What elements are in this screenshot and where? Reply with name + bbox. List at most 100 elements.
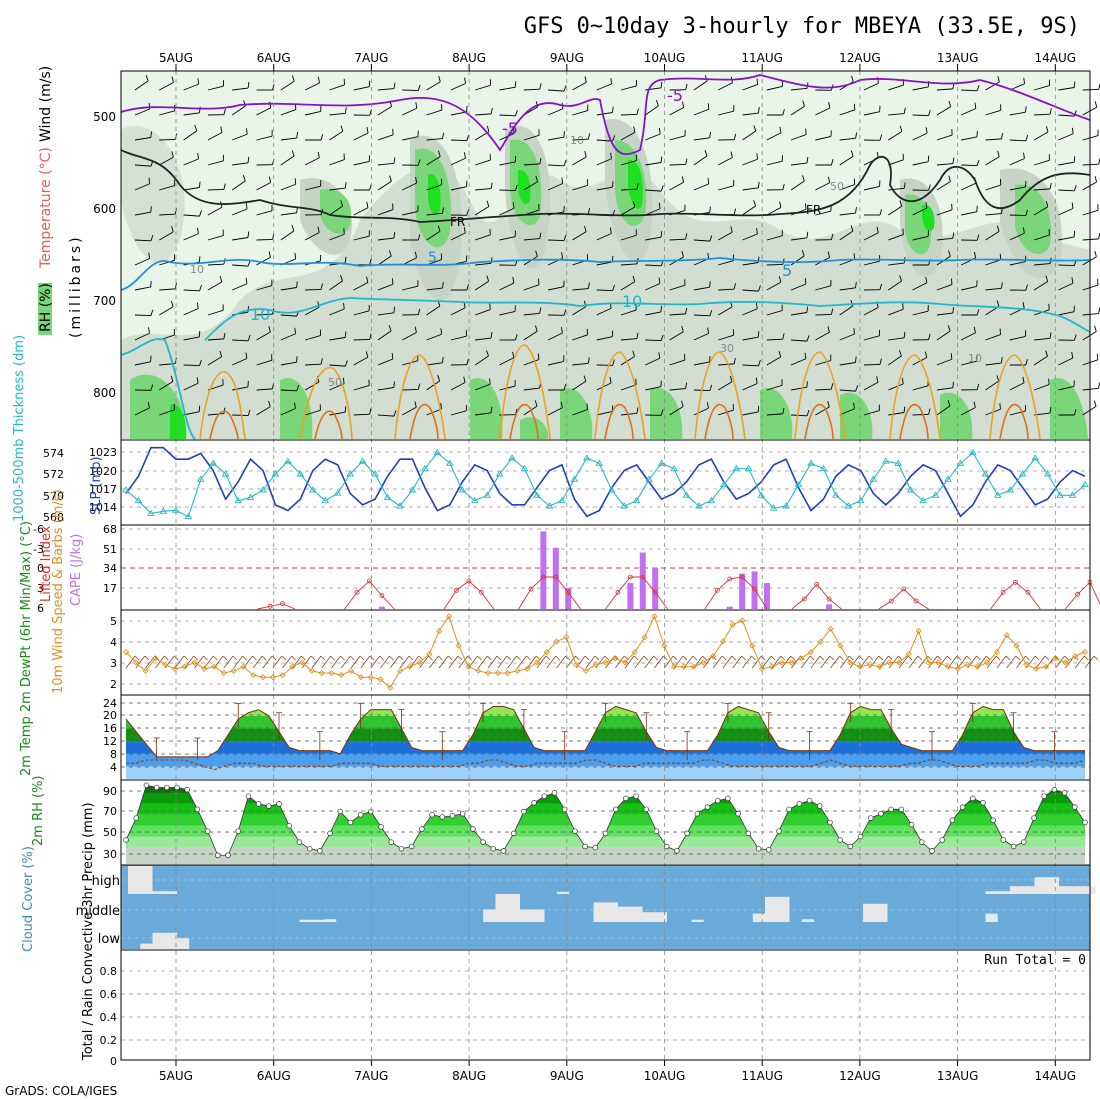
surface-wind-barb-flag — [1025, 655, 1030, 661]
wind-barb — [863, 335, 880, 341]
wind-barb — [1082, 238, 1099, 241]
wind-barb — [596, 307, 612, 316]
wind-barb — [718, 409, 734, 416]
surface-wind-barb-flag — [888, 655, 893, 661]
wind-barb — [256, 238, 273, 241]
wind-barb-flag — [612, 359, 615, 366]
wind-barb — [888, 280, 902, 291]
wind-barb-flag — [245, 202, 248, 210]
thickness-point — [807, 459, 815, 466]
wind-barb — [548, 286, 564, 291]
thickness-point — [184, 512, 193, 520]
rh-point — [459, 810, 466, 817]
surface-wind-barb — [282, 655, 292, 669]
cape-bar — [739, 573, 746, 609]
wind-speed-point — [142, 667, 149, 674]
wind-barb-flag — [294, 402, 296, 409]
wind-barb-flag — [466, 358, 469, 365]
wind-speed-point — [1072, 653, 1079, 660]
wind-speed-point — [377, 676, 384, 683]
surface-wind-barb — [438, 655, 449, 669]
surface-wind-barb-flag — [242, 655, 247, 661]
wind-barb — [912, 282, 928, 291]
li-point — [454, 587, 459, 593]
date-label: 13AUG — [937, 1069, 979, 1083]
thickness-point — [819, 464, 828, 472]
wind-barb — [839, 389, 856, 392]
wind-barb — [936, 181, 951, 191]
contour-label: 5 — [428, 250, 437, 266]
surface-wind-barb-flag — [1064, 655, 1069, 661]
wind-barb-flag — [486, 200, 490, 207]
tick-label: 570 — [43, 490, 64, 503]
wind-barb-flag — [391, 352, 394, 360]
wind-barb — [863, 82, 879, 91]
wind-barb — [329, 364, 346, 367]
wind-barb-flag — [1094, 176, 1097, 183]
wind-barb — [475, 337, 492, 341]
wind-barb-flag — [827, 326, 830, 333]
wind-barb-flag — [1073, 185, 1077, 191]
wind-barb-flag — [393, 306, 396, 313]
wind-barb-flag — [148, 252, 151, 259]
wind-barb — [693, 137, 710, 141]
wind-barb — [961, 285, 977, 291]
wind-barb-flag — [924, 351, 928, 358]
wind-barb-flag — [1025, 209, 1029, 216]
wind-barb-flag — [440, 402, 442, 410]
wind-barb-flag — [1049, 108, 1052, 115]
wind-barb — [596, 112, 613, 116]
wind-barb-flag — [197, 152, 199, 160]
wind-barb-flag — [388, 250, 392, 257]
wind-speed-point — [876, 663, 883, 670]
wind-barb-flag — [632, 201, 636, 208]
wind-barb-flag — [539, 307, 542, 314]
wind-barb-flag — [612, 106, 614, 113]
cloud-high-bar — [985, 891, 1010, 894]
wind-barb — [402, 182, 417, 191]
wind-barb-flag — [1094, 101, 1098, 108]
wind-barb — [256, 406, 271, 416]
surface-wind-barb-flag — [310, 655, 316, 661]
wind-barb — [790, 134, 807, 141]
wind-barb-flag — [853, 402, 855, 409]
wind-barb-flag — [952, 157, 955, 164]
wind-barb — [280, 155, 295, 166]
thickness-point — [284, 457, 292, 464]
wind-barb-flag — [344, 107, 347, 114]
wind-barb-flag — [899, 125, 903, 132]
wind-barb-flag — [515, 184, 518, 191]
wind-barb — [620, 188, 638, 191]
tick-label: 50 — [103, 826, 117, 839]
surface-wind-barb-flag — [545, 655, 551, 661]
wind-barb — [645, 386, 662, 391]
wind-barb-flag — [199, 210, 202, 217]
wind-barb-flag — [928, 184, 931, 191]
contour-label: 5 — [782, 261, 792, 280]
wind-speed-point — [211, 663, 218, 670]
wind-barb — [1058, 87, 1075, 91]
wind-barb — [985, 287, 1002, 291]
wind-barb-flag — [269, 101, 272, 108]
wind-barb — [1058, 357, 1073, 366]
wind-barb-flag — [827, 251, 830, 258]
wind-speed-point — [1052, 655, 1059, 662]
wind-barb-flag — [466, 134, 470, 141]
wind-barb-flag — [1000, 357, 1003, 364]
wind-barb-flag — [170, 375, 174, 382]
wind-barb — [815, 331, 830, 341]
wind-speed-point — [416, 659, 423, 666]
wind-barb — [1033, 281, 1048, 291]
li-point — [553, 574, 559, 580]
wind-barb-flag — [393, 157, 396, 164]
wind-barb-flag — [343, 228, 345, 235]
wind-barb-flag — [296, 132, 299, 139]
wind-speed-point — [220, 669, 227, 677]
wind-speed-point — [1081, 648, 1089, 656]
wind-barb-flag — [757, 107, 760, 114]
wind-barb-flag — [828, 176, 831, 183]
wind-barb — [377, 134, 394, 141]
thickness-point — [919, 496, 927, 504]
wind-barb-flag — [340, 200, 344, 207]
surface-wind-barb-flag — [320, 655, 326, 661]
